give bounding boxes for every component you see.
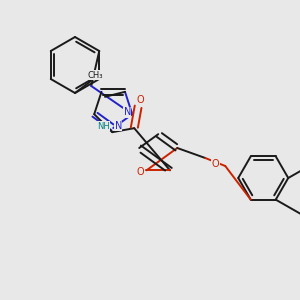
- Text: NH: NH: [97, 122, 110, 131]
- Text: O: O: [212, 159, 219, 169]
- Text: O: O: [137, 167, 144, 177]
- Text: N: N: [115, 121, 122, 131]
- Text: O: O: [136, 95, 144, 105]
- Text: CH₃: CH₃: [87, 70, 103, 80]
- Text: N: N: [124, 107, 131, 117]
